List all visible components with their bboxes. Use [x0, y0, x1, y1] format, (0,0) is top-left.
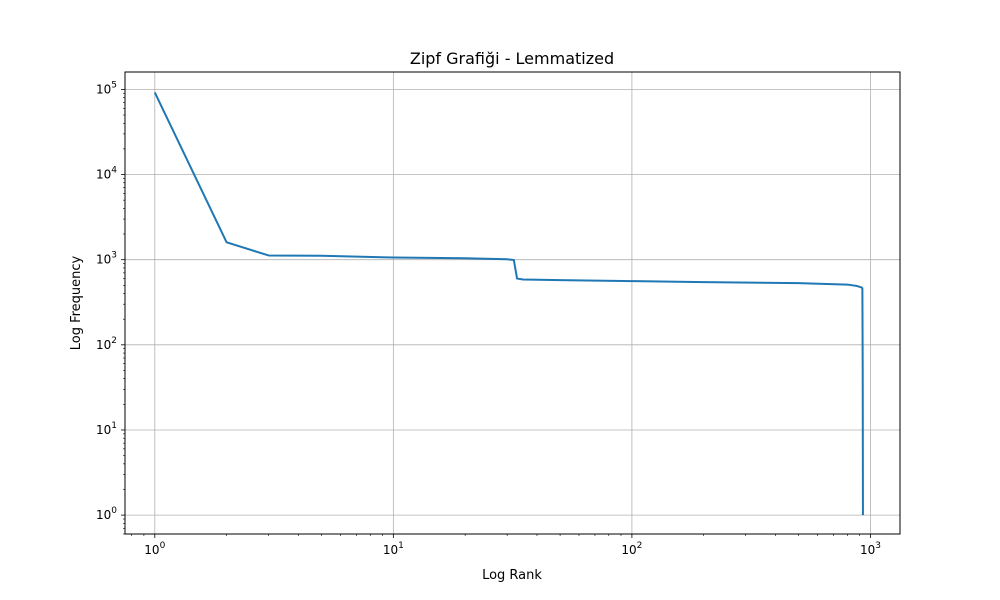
x-tick-label-0: 100 — [144, 541, 165, 557]
tick-layer: 100 101 102 103 100 101 102 103 104 105 — [96, 80, 881, 557]
y-tick-label-5: 105 — [96, 80, 117, 96]
x-tick-label-1: 101 — [383, 541, 404, 557]
y-axis-label: Log Frequency — [69, 255, 84, 350]
y-tick-label-4: 104 — [96, 166, 117, 182]
chart-title: Zipf Grafiği - Lemmatized — [410, 49, 614, 68]
y-tick-label-1: 101 — [96, 421, 117, 437]
grid-lines — [125, 72, 900, 534]
x-axis-label: Log Rank — [482, 568, 542, 583]
x-tick-label-3: 103 — [860, 541, 881, 557]
y-tick-label-3: 103 — [96, 251, 117, 267]
y-tick-label-0: 100 — [96, 506, 117, 522]
x-tick-label-2: 102 — [621, 541, 642, 557]
plot-frame — [124, 71, 901, 535]
y-tick-label-2: 102 — [96, 336, 117, 352]
series-layer — [153, 92, 864, 516]
series-line-0 — [153, 92, 864, 516]
